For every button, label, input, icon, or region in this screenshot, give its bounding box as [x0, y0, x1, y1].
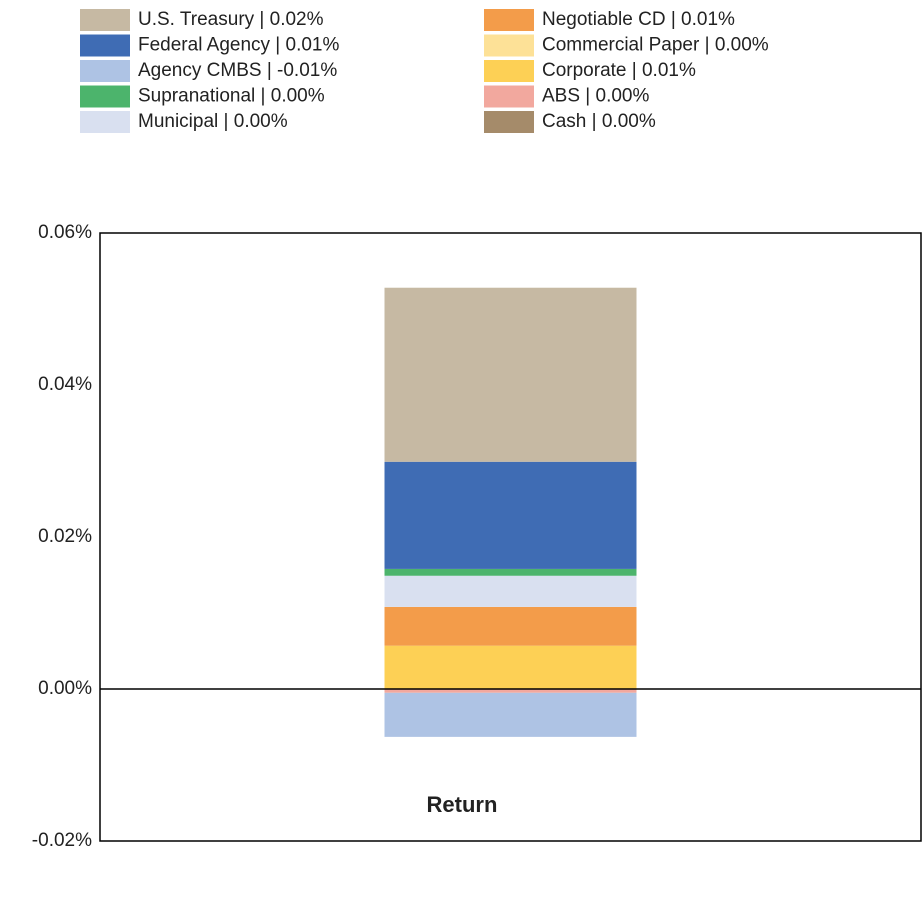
- legend-label: Corporate | 0.01%: [542, 60, 696, 81]
- y-tick-label: 0.02%: [38, 526, 92, 547]
- y-tick-label: 0.06%: [38, 222, 92, 243]
- bar-segment: [384, 575, 637, 607]
- legend-swatch: [484, 34, 534, 57]
- legend-label: U.S. Treasury | 0.02%: [138, 9, 324, 30]
- bar-segment: [384, 287, 637, 462]
- plot-frame: [99, 232, 922, 842]
- legend-label: Municipal | 0.00%: [138, 111, 288, 132]
- y-tick-label: 0.04%: [38, 374, 92, 395]
- legend-swatch: [80, 111, 130, 133]
- bar-segment: [384, 568, 637, 576]
- legend-swatch: [484, 85, 534, 108]
- x-tick-label: Return: [427, 792, 498, 817]
- bar-segment: [384, 645, 637, 689]
- legend-label: Negotiable CD | 0.01%: [542, 9, 735, 30]
- y-tick-label: -0.02%: [32, 830, 92, 851]
- bar-segment: [384, 689, 637, 693]
- bar-segment: [384, 606, 637, 646]
- legend-swatch: [484, 111, 534, 133]
- legend-swatch: [484, 9, 534, 31]
- legend-swatch: [484, 60, 534, 82]
- legend-label: Cash | 0.00%: [542, 111, 656, 132]
- y-tick-label: 0.00%: [38, 678, 92, 699]
- bar-segment: [384, 461, 637, 569]
- legend-swatch: [80, 34, 130, 57]
- legend-label: Commercial Paper | 0.00%: [542, 35, 769, 56]
- legend-swatch: [80, 60, 130, 82]
- bar-segment: [384, 692, 637, 737]
- legend-label: Federal Agency | 0.01%: [138, 35, 339, 56]
- legend-label: ABS | 0.00%: [542, 86, 649, 107]
- legend-swatch: [80, 85, 130, 108]
- legend-label: Supranational | 0.00%: [138, 86, 325, 107]
- legend-label: Agency CMBS | -0.01%: [138, 60, 337, 81]
- legend-swatch: [80, 9, 130, 31]
